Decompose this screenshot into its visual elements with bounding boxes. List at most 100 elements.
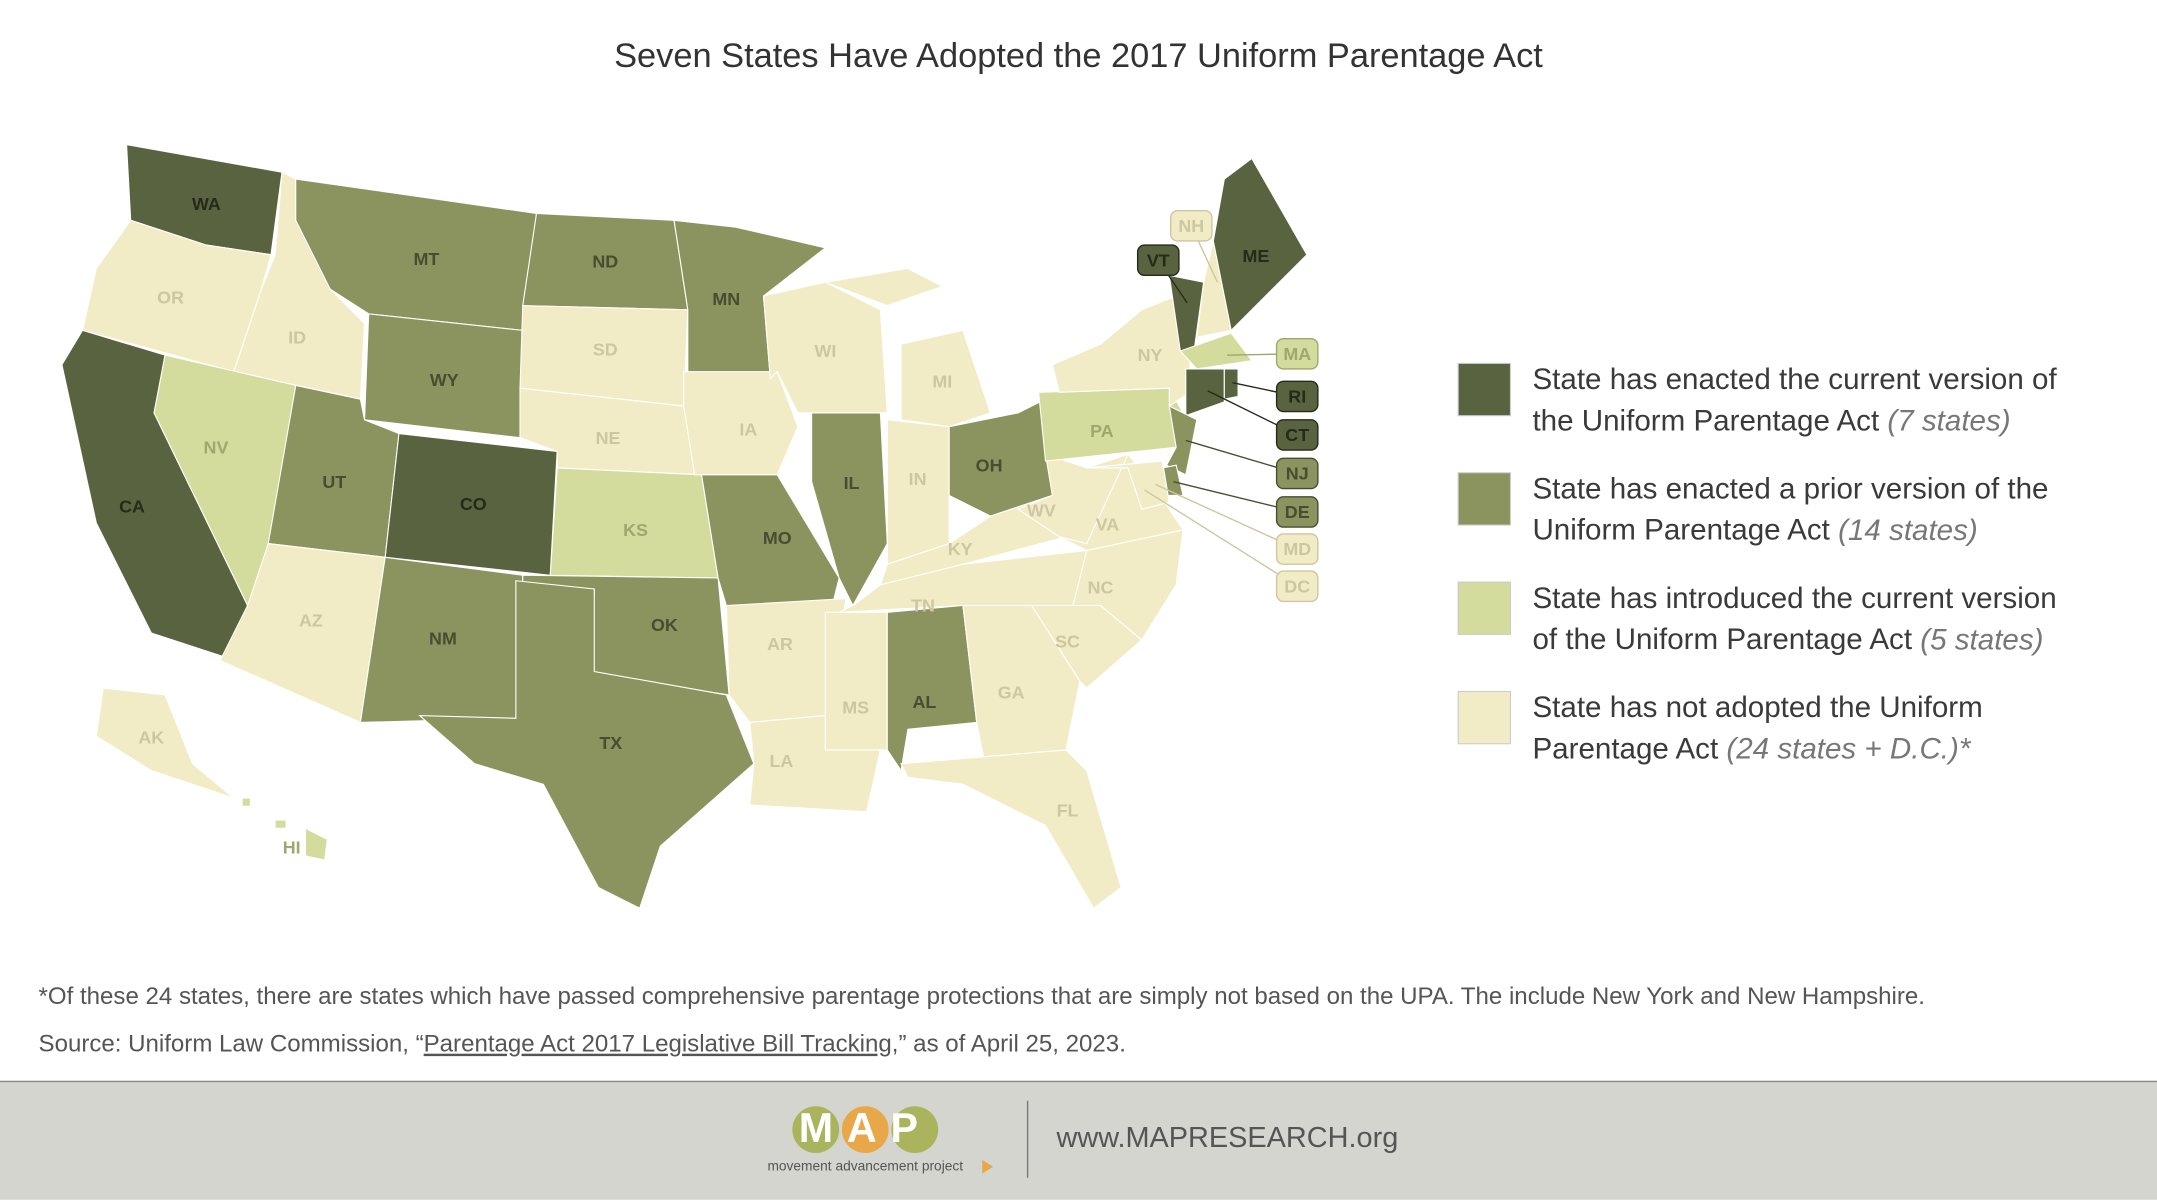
legend-text: State has not adopted the Uniform (1532, 691, 1982, 724)
state-label: MA (1283, 344, 1311, 364)
state-label: PA (1090, 421, 1114, 441)
state-label: DC (1284, 576, 1310, 596)
state-label: WV (1027, 501, 1056, 521)
footnote: *Of these 24 states, there are states wh… (39, 983, 1925, 1010)
state-shape (95, 687, 235, 799)
logo-circle (841, 1106, 889, 1154)
source-suffix: ,” as of April 25, 2023. (892, 1031, 1126, 1058)
state-shape (1086, 460, 1170, 510)
leader-line (1144, 489, 1298, 587)
states (61, 144, 1308, 909)
legend: State has enacted the current version of… (1457, 362, 2057, 765)
logo-circle (792, 1106, 840, 1154)
state-label: AL (913, 692, 937, 712)
state-label: FL (1057, 801, 1079, 821)
label-box (1275, 533, 1319, 565)
leader-line (1155, 483, 1298, 550)
state-shape (219, 543, 386, 724)
state-label: KS (623, 520, 648, 540)
state-label: ND (592, 252, 618, 272)
legend-text: the Uniform Parentage Act (7 states) (1532, 404, 2010, 437)
legend-text: State has enacted a prior version of the (1532, 472, 2048, 505)
label-box (1275, 496, 1319, 528)
state-label: NH (1178, 216, 1204, 236)
state-label: TX (599, 733, 622, 753)
legend-swatch (1457, 472, 1512, 526)
state-shape (886, 419, 950, 565)
legend-text: State has enacted the current version of (1532, 363, 2057, 396)
state-label: KY (948, 539, 973, 559)
footer-url[interactable]: www.MAPRESEARCH.org (1055, 1122, 1398, 1154)
state-label: NV (204, 437, 229, 457)
legend-swatch (1457, 581, 1512, 635)
state-shape (900, 329, 992, 428)
state-label: DE (1285, 502, 1310, 522)
state-label: NC (1088, 578, 1114, 598)
state-shape (823, 267, 944, 307)
legend-text: Uniform Parentage Act (14 states) (1532, 514, 1977, 547)
label-box (1169, 210, 1213, 242)
label-box (1275, 457, 1319, 490)
source-prefix: Source: Uniform Law Commission, “ (39, 1031, 424, 1058)
state-label: WI (814, 341, 836, 361)
state-label: GA (998, 682, 1025, 702)
logo-subtitle: movement advancement project (767, 1158, 963, 1173)
logo: MAP (799, 1105, 932, 1151)
state-label: ME (1243, 246, 1270, 266)
state-label: LA (769, 751, 793, 771)
state-shape (1016, 453, 1130, 545)
state-shape (1185, 368, 1225, 417)
state-label: CO (460, 494, 487, 514)
state-shape (900, 749, 1122, 909)
legend-note: (5 states) (1920, 623, 2043, 656)
label-box (1136, 244, 1180, 277)
logo-circle (891, 1106, 939, 1154)
legend-text: State has introduced the current version (1532, 582, 2056, 615)
state-label: NJ (1286, 464, 1309, 484)
state-label: TN (911, 596, 935, 616)
state-label: OK (651, 615, 678, 635)
legend-note: (7 states) (1887, 404, 2010, 437)
state-label: WA (192, 194, 221, 214)
state-label: SC (1055, 631, 1080, 651)
state-label: AR (767, 634, 793, 654)
state-label: IN (909, 469, 927, 489)
state-label: AK (138, 728, 164, 748)
legend-text: of the Uniform Parentage Act (5 states) (1532, 623, 2043, 656)
logo-arrow (982, 1159, 994, 1174)
state-label: CT (1285, 425, 1309, 445)
state-label: AZ (299, 611, 323, 631)
state-label: MS (842, 697, 869, 717)
legend-note: (14 states) (1838, 514, 1978, 547)
state-labels: WA OR CA ID NV MT WY UT CO AZ NM ND SD NE KS OK TX MN IA MO… (119, 194, 1319, 858)
state-label: MO (763, 528, 792, 548)
state-label: RI (1288, 387, 1306, 407)
footer-band (0, 1081, 2157, 1200)
state-label: MI (932, 371, 952, 391)
state-label: VT (1147, 250, 1170, 270)
state-label: OR (157, 287, 184, 307)
state-label: WY (430, 370, 459, 390)
state-label: ID (288, 327, 306, 347)
title: Seven States Have Adopted the 2017 Unifo… (614, 37, 1543, 75)
state-label: NY (1138, 345, 1163, 365)
source-link[interactable]: Parentage Act 2017 Legislative Bill Trac… (424, 1031, 892, 1058)
state-label: NM (429, 629, 457, 649)
legend-swatch (1457, 362, 1512, 417)
legend-text: Parentage Act (24 states + D.C.)* (1532, 732, 1971, 765)
state-label: VA (1096, 514, 1120, 534)
state-label: MD (1283, 539, 1311, 559)
label-box (1275, 380, 1319, 413)
state-shape (304, 827, 328, 861)
state-label: NE (596, 428, 621, 448)
state-label: OH (976, 455, 1003, 475)
state-shape (274, 819, 287, 829)
state-shape (418, 580, 755, 909)
label-box (1275, 419, 1319, 451)
state-shape (824, 611, 888, 751)
state-shape (1223, 368, 1239, 400)
state-label: MT (414, 249, 440, 269)
state-shape (1179, 332, 1253, 370)
